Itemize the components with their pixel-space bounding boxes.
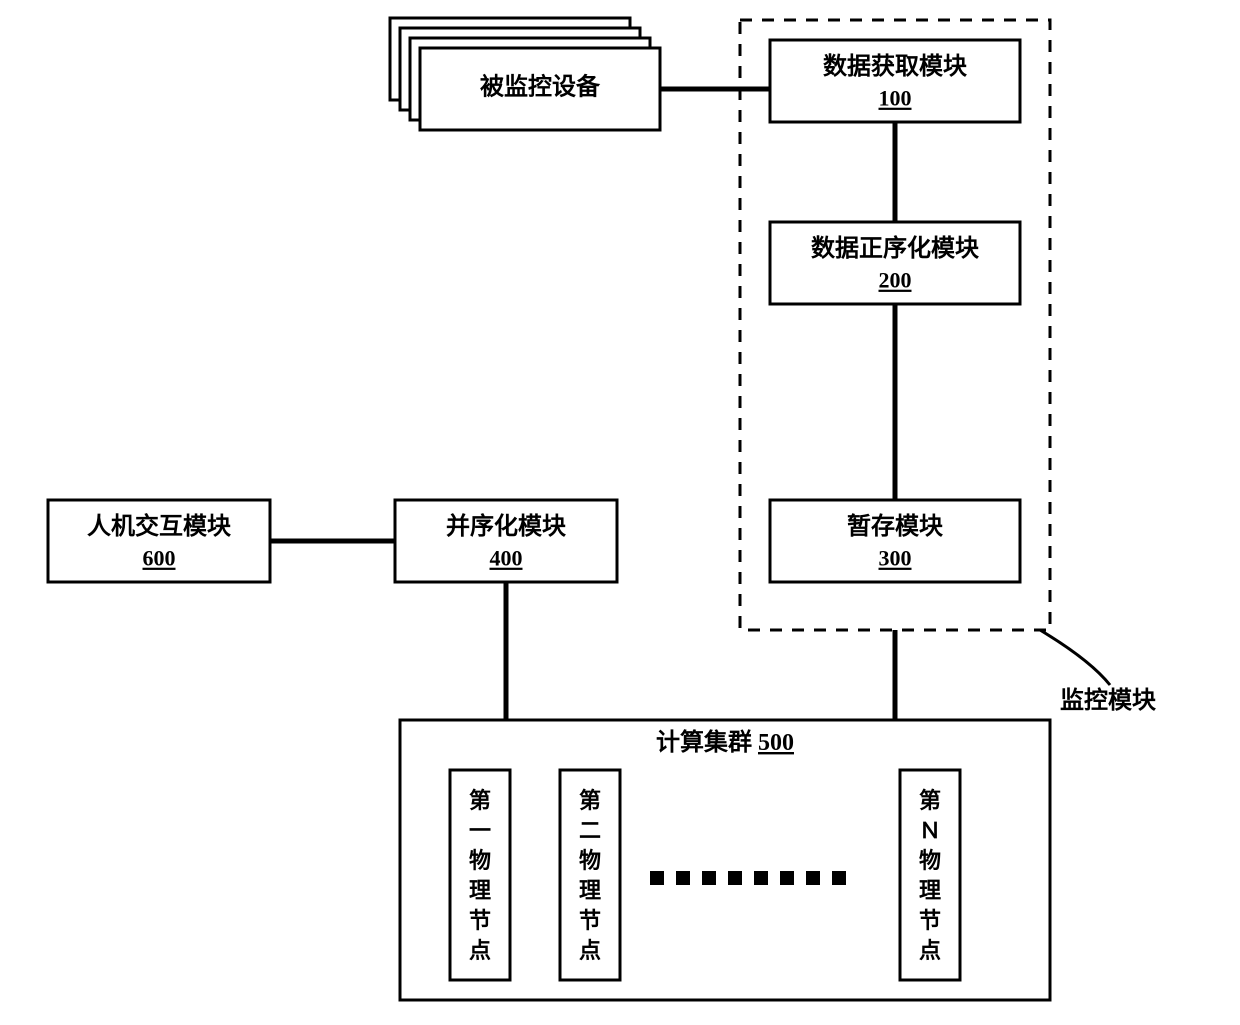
- data-serialization-module: 数据正序化模块 200: [770, 222, 1020, 304]
- svg-text:第: 第: [469, 788, 491, 813]
- svg-text:数据正序化模块: 数据正序化模块: [811, 234, 979, 262]
- hmi-module: 人机交互模块 600: [48, 500, 270, 582]
- data-acquisition-module: 数据获取模块 100: [770, 40, 1020, 122]
- svg-text:物: 物: [469, 848, 491, 873]
- svg-text:计算集群 500: 计算集群 500: [656, 728, 794, 756]
- svg-text:第: 第: [579, 788, 601, 813]
- svg-text:理: 理: [579, 878, 601, 903]
- temp-storage-module: 暂存模块 300: [770, 500, 1020, 582]
- merge-serialization-module: 并序化模块 400: [395, 500, 617, 582]
- svg-text:节: 节: [579, 908, 601, 933]
- svg-text:100: 100: [879, 86, 912, 111]
- connectors: [270, 89, 895, 720]
- svg-text:人机交互模块: 人机交互模块: [87, 512, 231, 540]
- svg-text:理: 理: [919, 878, 941, 903]
- svg-text:物: 物: [579, 848, 601, 873]
- physical-node-1: 第一物理节点: [450, 770, 510, 980]
- svg-text:点: 点: [579, 938, 601, 963]
- svg-text:并序化模块: 并序化模块: [446, 512, 566, 540]
- svg-text:点: 点: [919, 938, 941, 963]
- svg-text:被监控设备: 被监控设备: [480, 73, 601, 101]
- svg-text:400: 400: [490, 546, 523, 571]
- svg-text:200: 200: [879, 268, 912, 293]
- svg-text:节: 节: [919, 908, 941, 933]
- svg-text:600: 600: [143, 546, 176, 571]
- monitored-device-stack: 被监控设备: [390, 18, 660, 130]
- svg-text:数据获取模块: 数据获取模块: [823, 53, 967, 80]
- svg-text:二: 二: [579, 818, 601, 843]
- svg-text:Ｎ: Ｎ: [919, 818, 941, 843]
- svg-text:一: 一: [469, 818, 491, 843]
- svg-text:300: 300: [879, 546, 912, 571]
- compute-cluster: 计算集群 500第一物理节点第二物理节点第Ｎ物理节点: [400, 720, 1050, 1000]
- svg-text:暂存模块: 暂存模块: [847, 512, 943, 540]
- monitoring-module-label: 监控模块: [1060, 686, 1156, 714]
- svg-text:理: 理: [469, 878, 491, 903]
- svg-text:物: 物: [919, 848, 941, 873]
- monitoring-module-callout: [1040, 630, 1110, 685]
- svg-text:节: 节: [469, 908, 491, 933]
- svg-text:点: 点: [469, 938, 491, 963]
- svg-text:第: 第: [919, 788, 941, 813]
- physical-node-n: 第Ｎ物理节点: [900, 770, 960, 980]
- physical-node-2: 第二物理节点: [560, 770, 620, 980]
- system-diagram: 监控模块 被监控设备 数据获取模块 100 数据正序化模块 200 暂存模块 300 并序化…: [0, 0, 1240, 1025]
